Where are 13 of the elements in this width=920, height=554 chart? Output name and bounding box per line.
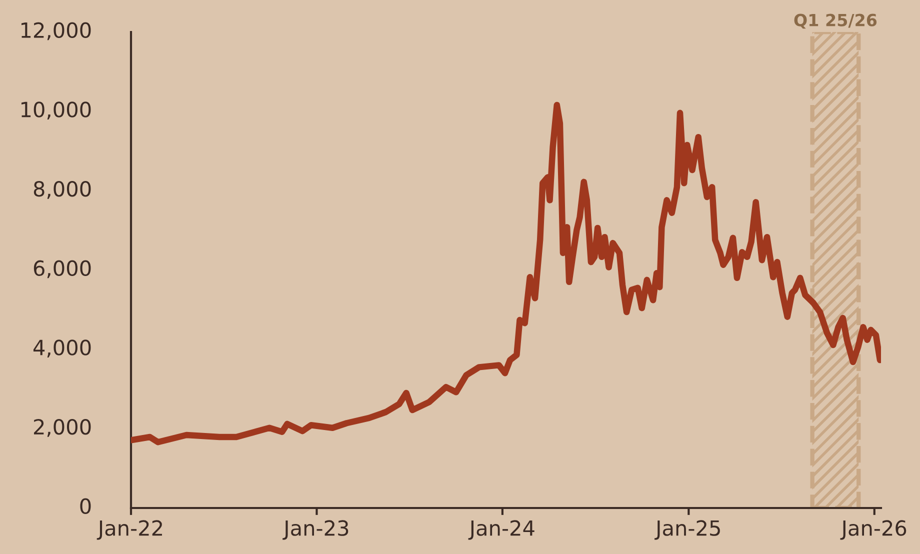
x-tick-label: Jan-23 <box>282 520 348 540</box>
y-tick-label: 4,000 <box>33 340 91 358</box>
y-tick-label: 2,000 <box>34 418 91 437</box>
band-label: Q1 25/26 <box>794 14 877 29</box>
y-tick-label: 12,000 <box>22 22 91 40</box>
x-tick-label: Jan-24 <box>468 520 534 540</box>
y-tick-label: 0 <box>80 498 91 514</box>
x-tick-label: Jan-22 <box>96 520 162 540</box>
y-tick-label: 8,000 <box>34 180 91 199</box>
x-tick-label: Jan-26 <box>840 520 906 540</box>
y-tick-label: 10,000 <box>22 102 91 120</box>
y-tick-label: 6,000 <box>34 260 91 278</box>
x-tick-label: Jan-25 <box>654 520 720 540</box>
